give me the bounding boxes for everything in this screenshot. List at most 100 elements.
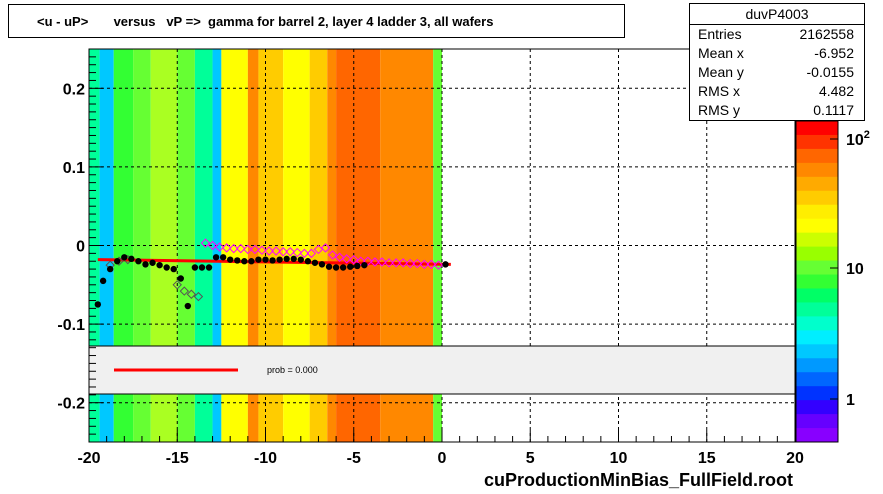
legend-text: prob = 0.000: [267, 365, 318, 375]
filled-point-25: [269, 257, 276, 264]
open-point-40: [433, 260, 444, 270]
palette-bin-12: [796, 288, 838, 303]
palette-bin-14: [796, 316, 838, 331]
x-tick-label-4: 0: [438, 450, 447, 467]
file-label: cuProductionMinBias_FullField.root: [484, 470, 794, 490]
open-point-29: [356, 256, 366, 266]
filled-point-10: [163, 264, 170, 271]
open-point-9: [214, 242, 225, 252]
open-point-17: [271, 246, 281, 256]
filled-point-12: [177, 275, 184, 282]
open-point-31: [370, 257, 380, 267]
palette-bin-4: [796, 176, 838, 192]
open-point-10: [221, 243, 232, 253]
open-point-35: [398, 258, 408, 268]
filled-point-27: [283, 255, 290, 263]
open-point-37: [412, 258, 422, 269]
filled-point-3: [114, 258, 121, 265]
filled-point-9: [156, 261, 163, 269]
profile-markers: [94, 238, 451, 310]
x-tick-label-8: 20: [786, 450, 804, 467]
x-tick-label-1: -15: [166, 450, 189, 467]
palette-bin-20: [796, 400, 838, 415]
palette-bin-17: [796, 358, 838, 373]
heat-column-3: [133, 49, 151, 442]
open-point-25: [327, 250, 338, 260]
filled-point-22: [248, 258, 255, 265]
palette-bin-13: [796, 302, 838, 317]
y-tick-label-4: -0.2: [57, 396, 85, 413]
filled-point-16: [205, 264, 213, 271]
filled-point-23: [255, 256, 262, 263]
palette-bin-2: [796, 148, 838, 164]
filled-point-4: [121, 254, 128, 261]
stats-row-mean-x: Mean x -6.952: [698, 45, 854, 61]
axes: -20 -15 -10 -5 0 5 10 15 20 0.2 0.1 0 -0.1 -0.2: [57, 48, 804, 467]
open-point-6: [193, 291, 204, 302]
open-point-11: [229, 243, 239, 254]
open-point-13: [243, 244, 253, 255]
stats-row-mean-y: Mean y -0.0155: [698, 64, 854, 80]
open-point-34: [391, 258, 401, 268]
palette-bin-19: [796, 386, 838, 401]
open-point-8: [207, 240, 218, 251]
filled-point-0: [94, 301, 102, 308]
heat-column-2: [113, 49, 134, 442]
filled-point-34: [332, 264, 340, 271]
stats-row-entries: Entries 2162558: [698, 26, 854, 42]
stats-row-rms-y: RMS y 0.1117: [698, 102, 854, 118]
palette-bin-7: [796, 218, 838, 234]
open-point-22: [306, 248, 317, 259]
open-point-39: [426, 259, 437, 270]
x-tick-label-0: -20: [77, 450, 100, 467]
y-tick-label-1: 0.1: [63, 160, 85, 177]
filled-point-39: [442, 261, 449, 268]
filled-point-19: [227, 256, 234, 263]
filled-point-30: [304, 258, 312, 265]
stats-row-rms-x: RMS x 4.482: [698, 83, 854, 99]
open-point-26: [334, 252, 345, 262]
filled-point-32: [318, 261, 326, 268]
palette-bin-16: [796, 344, 838, 359]
plot-title: <u - uP> versus vP => gamma for barrel 2…: [8, 4, 625, 38]
palette-bin-3: [796, 162, 838, 178]
palette-bin-1: [796, 134, 838, 150]
palette-bin-9: [796, 246, 838, 262]
filled-point-13: [184, 302, 192, 310]
palette-bin-6: [796, 204, 838, 220]
stats-name: duvP4003: [690, 4, 864, 25]
z-tick-label-2: 102: [846, 129, 870, 149]
filled-point-5: [128, 255, 135, 263]
y-tick-label-0: 0.2: [63, 81, 85, 98]
x-tick-label-6: 10: [610, 450, 628, 467]
open-point-38: [419, 259, 430, 270]
open-point-14: [250, 244, 260, 255]
open-point-20: [292, 247, 302, 258]
z-tick-label-1: 10: [846, 261, 864, 278]
palette-bin-5: [796, 190, 838, 206]
y-tick-label-3: -0.1: [57, 317, 85, 334]
open-point-28: [349, 254, 359, 265]
open-point-12: [236, 243, 246, 254]
palette-bin-15: [796, 330, 838, 345]
palette-bin-21: [796, 414, 838, 429]
filled-point-11: [170, 265, 177, 273]
open-point-19: [285, 247, 295, 257]
filled-point-33: [325, 263, 333, 270]
open-point-3: [172, 280, 182, 290]
filled-point-20: [234, 257, 241, 264]
x-tick-label-7: 15: [698, 450, 716, 467]
stats-box: duvP4003 Entries 2162558 Mean x -6.952 Mea…: [689, 3, 865, 121]
palette-bin-0: [796, 121, 838, 136]
open-point-5: [186, 289, 197, 299]
open-point-24: [320, 243, 331, 253]
open-point-16: [264, 246, 274, 256]
filled-point-6: [135, 258, 142, 265]
palette-bin-18: [796, 372, 838, 387]
open-point-32: [377, 257, 387, 267]
filled-point-28: [290, 255, 297, 263]
x-tick-label-5: 5: [526, 450, 535, 467]
filled-point-29: [297, 256, 304, 263]
open-point-33: [384, 258, 394, 268]
